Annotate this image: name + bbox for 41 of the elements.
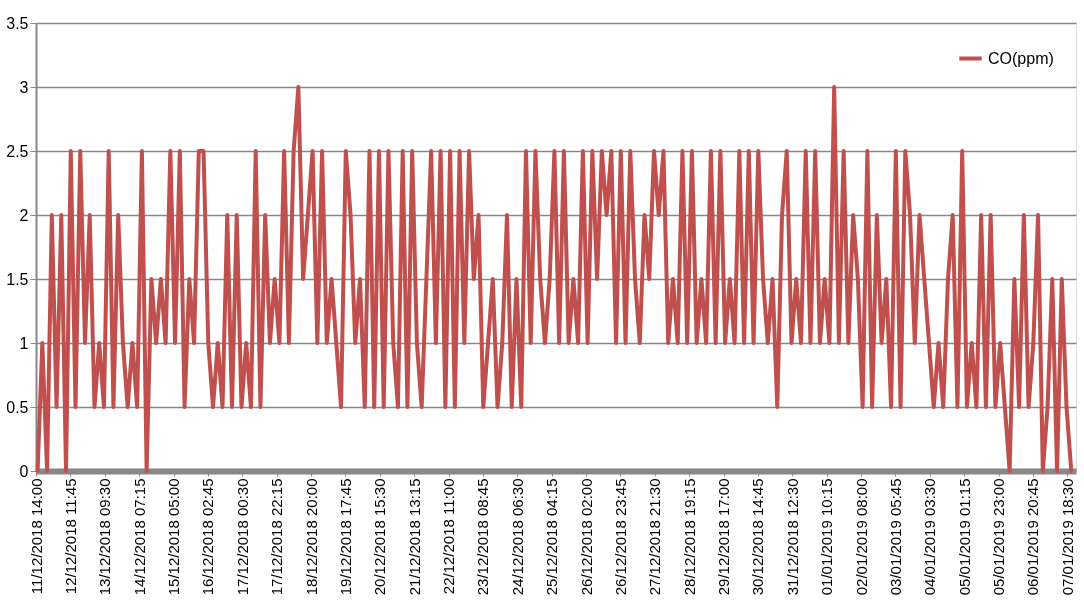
y-tick-label: 3 <box>19 78 29 96</box>
x-tick-label: 05/01/2019 01:15 <box>955 478 973 596</box>
x-tick-label: 07/01/2019 18:30 <box>1058 478 1076 596</box>
x-tick-label: 22/12/2018 11:00 <box>440 478 458 595</box>
x-tick-label: 03/01/2019 05:45 <box>886 478 904 596</box>
x-tick-label: 31/12/2018 12:30 <box>783 478 801 596</box>
y-tick-label: 0.5 <box>6 398 29 416</box>
x-tick-label: 01/01/2019 10:15 <box>818 478 836 596</box>
x-tick-label: 29/12/2018 17:00 <box>715 478 733 596</box>
y-tick-label: 2 <box>19 206 29 224</box>
x-tick-label: 06/01/2019 20:45 <box>1024 478 1042 596</box>
x-tick-label: 11/12/2018 14:00 <box>27 478 45 595</box>
x-tick-label: 24/12/2018 06:30 <box>508 478 526 596</box>
x-tick-label: 27/12/2018 21:30 <box>646 478 664 596</box>
x-tick-label: 15/12/2018 05:00 <box>165 478 183 596</box>
x-tick-label: 26/12/2018 02:00 <box>577 478 595 596</box>
y-tick-label: 1.5 <box>6 270 29 288</box>
x-tick-label: 13/12/2018 09:30 <box>96 478 114 596</box>
y-tick-label: 1 <box>19 334 29 352</box>
x-tick-label: 20/12/2018 15:30 <box>371 478 389 596</box>
x-tick-label: 05/01/2019 23:00 <box>990 478 1008 596</box>
x-tick-label: 25/12/2018 04:15 <box>543 478 561 596</box>
x-tick-label: 21/12/2018 13:15 <box>405 478 423 596</box>
y-tick-label: 3.5 <box>6 14 29 32</box>
x-tick-label: 26/12/2018 23:45 <box>611 478 629 596</box>
x-tick-label: 04/01/2019 03:30 <box>921 478 939 596</box>
y-tick-label: 2.5 <box>6 142 29 160</box>
x-tick-label: 28/12/2018 19:15 <box>680 478 698 596</box>
x-tick-label: 17/12/2018 00:30 <box>233 478 251 596</box>
x-tick-label: 16/12/2018 02:45 <box>199 478 217 596</box>
x-tick-label: 18/12/2018 20:00 <box>302 478 320 596</box>
x-tick-label: 17/12/2018 22:15 <box>268 478 286 596</box>
x-tick-label: 14/12/2018 07:15 <box>130 478 148 596</box>
y-tick-label: 0 <box>19 462 29 480</box>
x-tick-label: 19/12/2018 17:45 <box>336 478 354 596</box>
x-tick-label: 30/12/2018 14:45 <box>749 478 767 596</box>
x-tick-label: 23/12/2018 08:45 <box>474 478 492 596</box>
line-series <box>35 85 1074 473</box>
x-tick-label: 12/12/2018 11:45 <box>61 478 79 595</box>
x-tick-label: 02/01/2019 08:00 <box>852 478 870 596</box>
legend-label: CO(ppm) <box>988 49 1054 67</box>
